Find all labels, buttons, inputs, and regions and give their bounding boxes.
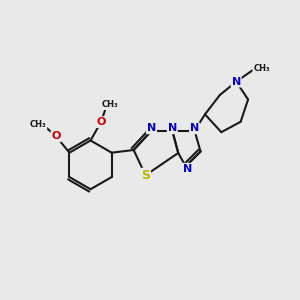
Text: CH₃: CH₃ <box>253 64 270 73</box>
Text: N: N <box>190 123 199 133</box>
Text: N: N <box>168 123 177 133</box>
Text: CH₃: CH₃ <box>102 100 118 109</box>
Text: N: N <box>232 76 241 87</box>
Text: S: S <box>141 169 150 182</box>
Text: N: N <box>182 164 192 174</box>
Text: O: O <box>96 117 106 127</box>
Text: N: N <box>147 123 156 133</box>
Text: O: O <box>51 131 61 141</box>
Text: CH₃: CH₃ <box>30 120 46 129</box>
